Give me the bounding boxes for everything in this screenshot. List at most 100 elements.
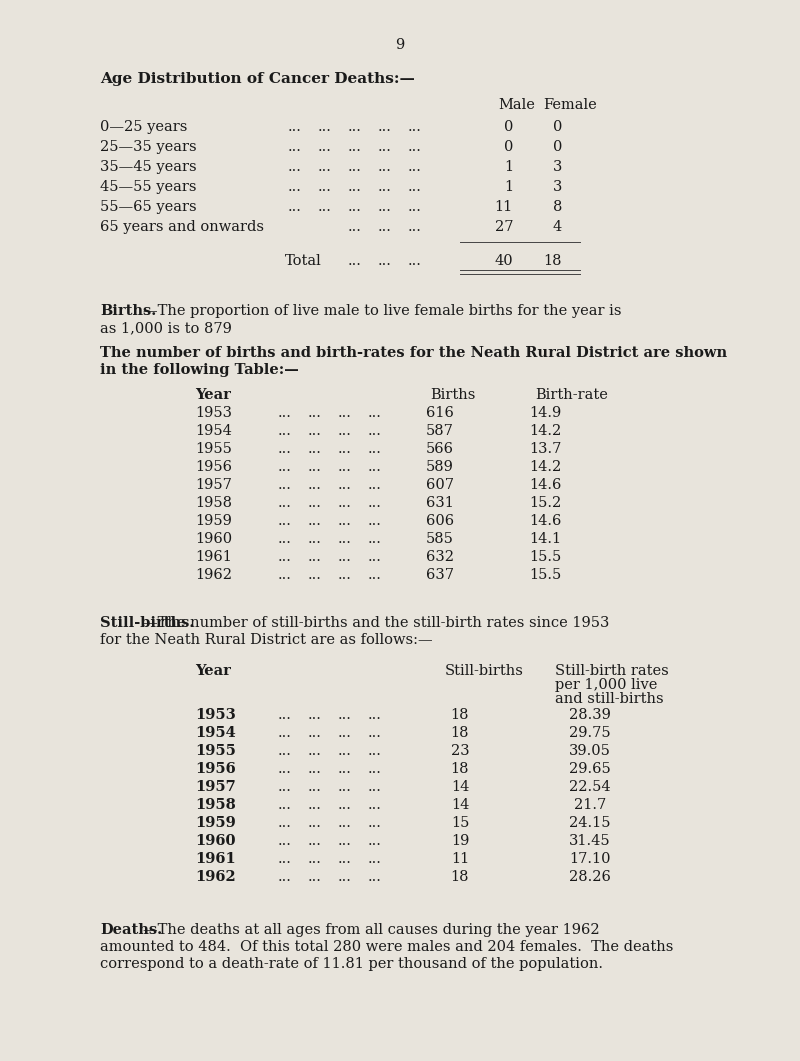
Text: ...: ... [308,568,322,582]
Text: Male: Male [498,98,535,112]
Text: Deaths.: Deaths. [100,923,162,937]
Text: 1957: 1957 [195,780,236,794]
Text: ...: ... [408,201,422,214]
Text: Year: Year [195,388,231,402]
Text: ...: ... [288,160,302,174]
Text: ...: ... [308,834,322,848]
Text: 585: 585 [426,532,454,546]
Text: 1954: 1954 [195,424,232,438]
Text: ...: ... [278,442,292,456]
Text: 1960: 1960 [195,532,232,546]
Text: 21.7: 21.7 [574,798,606,812]
Text: 15.5: 15.5 [529,568,561,582]
Text: 3: 3 [553,160,562,174]
Text: 35—45 years: 35—45 years [100,160,197,174]
Text: ...: ... [278,798,292,812]
Text: 18: 18 [450,762,470,776]
Text: 18: 18 [450,726,470,740]
Text: ...: ... [338,762,352,776]
Text: ...: ... [308,479,322,492]
Text: 65 years and onwards: 65 years and onwards [100,220,264,234]
Text: per 1,000 live: per 1,000 live [555,678,658,692]
Text: 1953: 1953 [195,406,232,420]
Text: 19: 19 [451,834,469,848]
Text: ...: ... [378,140,392,154]
Text: amounted to 484.  Of this total 280 were males and 204 females.  The deaths: amounted to 484. Of this total 280 were … [100,940,674,954]
Text: ...: ... [348,120,362,134]
Text: ...: ... [278,406,292,420]
Text: 1958: 1958 [195,495,232,510]
Text: ...: ... [308,406,322,420]
Text: ...: ... [338,495,352,510]
Text: 631: 631 [426,495,454,510]
Text: 14.2: 14.2 [529,460,561,474]
Text: 11: 11 [494,201,513,214]
Text: ...: ... [368,762,382,776]
Text: 1959: 1959 [195,816,236,830]
Text: ...: ... [288,120,302,134]
Text: 14.2: 14.2 [529,424,561,438]
Text: 29.75: 29.75 [569,726,611,740]
Text: ...: ... [278,816,292,830]
Text: ...: ... [378,120,392,134]
Text: 14.6: 14.6 [529,479,561,492]
Text: 14.6: 14.6 [529,514,561,528]
Text: ...: ... [308,442,322,456]
Text: ...: ... [288,180,302,194]
Text: ...: ... [308,514,322,528]
Text: ...: ... [368,798,382,812]
Text: 8: 8 [553,201,562,214]
Text: ...: ... [308,726,322,740]
Text: ...: ... [378,201,392,214]
Text: ...: ... [338,744,352,758]
Text: ...: ... [368,744,382,758]
Text: 1961: 1961 [195,852,236,866]
Text: ...: ... [408,220,422,234]
Text: ...: ... [348,220,362,234]
Text: ...: ... [338,852,352,866]
Text: ...: ... [368,708,382,721]
Text: correspond to a death-rate of 11.81 per thousand of the population.: correspond to a death-rate of 11.81 per … [100,957,603,971]
Text: 22.54: 22.54 [569,780,611,794]
Text: 0—25 years: 0—25 years [100,120,187,134]
Text: ...: ... [278,708,292,721]
Text: 9: 9 [395,38,405,52]
Text: ...: ... [278,726,292,740]
Text: 1962: 1962 [195,870,236,884]
Text: ...: ... [278,870,292,884]
Text: ...: ... [368,424,382,438]
Text: ...: ... [368,495,382,510]
Text: 1957: 1957 [195,479,232,492]
Text: 1956: 1956 [195,762,236,776]
Text: 566: 566 [426,442,454,456]
Text: 0: 0 [553,140,562,154]
Text: ...: ... [338,798,352,812]
Text: 1955: 1955 [195,744,236,758]
Text: ...: ... [308,460,322,474]
Text: 1: 1 [504,180,513,194]
Text: 14.1: 14.1 [529,532,561,546]
Text: ...: ... [348,201,362,214]
Text: ...: ... [278,495,292,510]
Text: ...: ... [378,180,392,194]
Text: 1962: 1962 [195,568,232,582]
Text: 24.15: 24.15 [570,816,610,830]
Text: 18: 18 [543,254,562,268]
Text: ...: ... [278,514,292,528]
Text: 1953: 1953 [195,708,236,721]
Text: 15: 15 [451,816,469,830]
Text: ...: ... [368,834,382,848]
Text: ...: ... [338,424,352,438]
Text: 40: 40 [494,254,513,268]
Text: ...: ... [318,201,332,214]
Text: 28.26: 28.26 [569,870,611,884]
Text: ...: ... [338,406,352,420]
Text: ...: ... [308,798,322,812]
Text: ...: ... [408,254,422,268]
Text: ...: ... [318,160,332,174]
Text: 1959: 1959 [195,514,232,528]
Text: 1958: 1958 [195,798,236,812]
Text: ...: ... [308,852,322,866]
Text: 18: 18 [450,870,470,884]
Text: Birth-rate: Birth-rate [535,388,608,402]
